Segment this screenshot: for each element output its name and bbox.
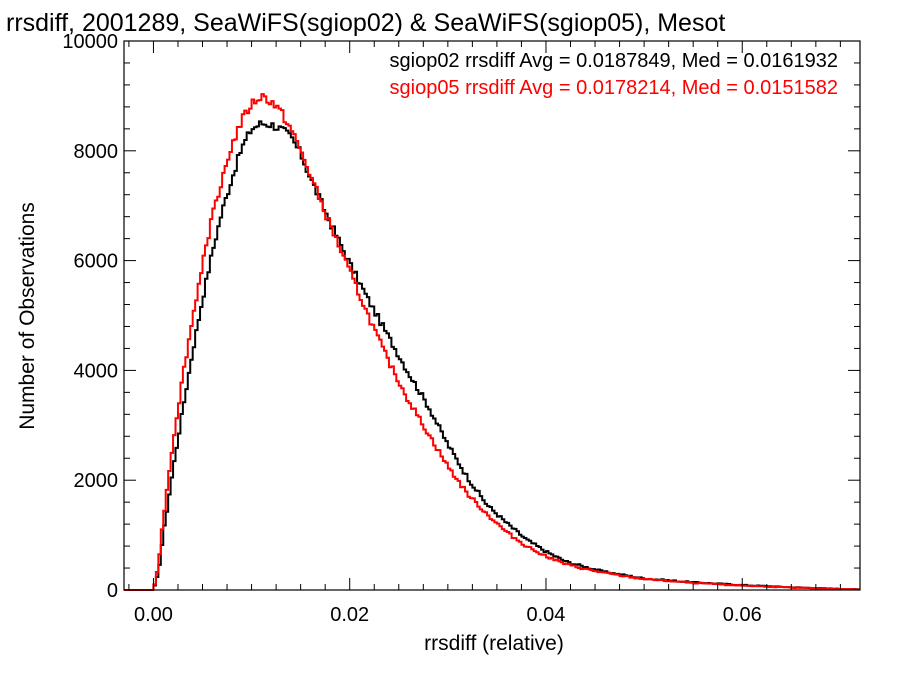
x-tick-label: 0.00 xyxy=(134,604,173,626)
y-tick-label: 6000 xyxy=(74,251,119,273)
x-tick-label: 0.06 xyxy=(723,604,762,626)
legend-annotation-sgiop05: sgiop05 rrsdiff Avg = 0.0178214, Med = 0… xyxy=(390,77,839,99)
plot-frame xyxy=(123,40,861,591)
chart-title: rrsdiff, 2001289, SeaWiFS(sgiop02) & Sea… xyxy=(6,9,725,37)
x-axis-title: rrsdiff (relative) xyxy=(424,632,564,655)
y-tick-label: 8000 xyxy=(74,141,119,163)
y-tick-label: 10000 xyxy=(62,31,118,53)
series-lines xyxy=(124,93,860,591)
y-tick-label: 4000 xyxy=(74,360,119,382)
y-axis-title: Number of Observations xyxy=(16,202,39,430)
x-tick-label: 0.04 xyxy=(527,604,566,626)
y-axis-ticks: 0 2000 4000 6000 8000 10000 xyxy=(62,31,860,602)
y-tick-label: 2000 xyxy=(74,470,119,492)
legend-annotation-sgiop02: sgiop02 rrsdiff Avg = 0.0187849, Med = 0… xyxy=(390,50,839,72)
series-line-sgiop05 xyxy=(124,93,860,591)
y-tick-label: 0 xyxy=(107,580,118,602)
x-tick-label: 0.02 xyxy=(330,604,369,626)
x-axis-ticks: 0.00 0.02 0.04 0.06 xyxy=(128,41,841,626)
